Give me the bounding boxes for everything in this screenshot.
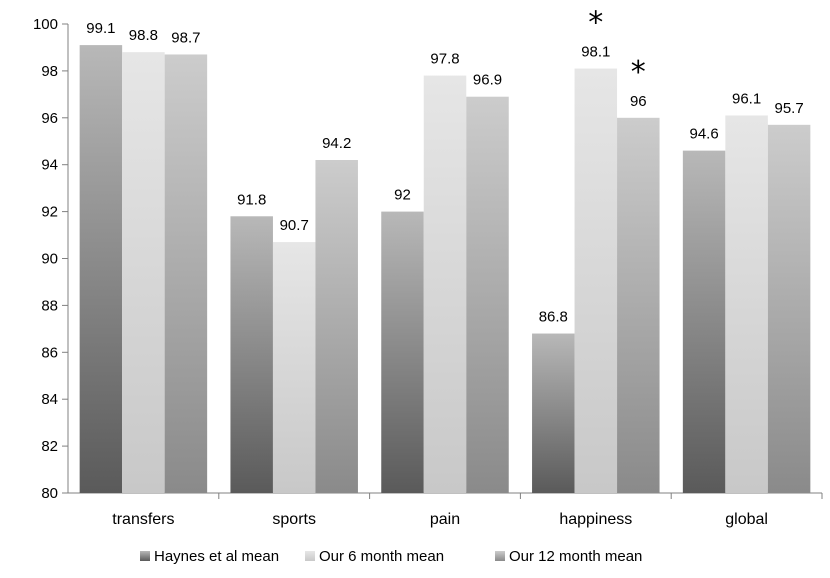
- bar: [230, 216, 273, 494]
- data-label: 96: [630, 93, 647, 110]
- x-tick-label: pain: [430, 511, 460, 528]
- legend-label: Haynes et al mean: [154, 548, 279, 565]
- data-label: 97.8: [430, 51, 459, 68]
- bar: [164, 54, 208, 494]
- bar: [122, 52, 165, 493]
- bar: [79, 45, 123, 493]
- bar: [315, 160, 358, 493]
- y-tick-label: 98: [41, 63, 58, 80]
- bar: [532, 333, 575, 493]
- bar: [725, 115, 768, 493]
- legend-swatch: [305, 551, 315, 561]
- bar: [423, 75, 467, 493]
- data-label: 94.6: [689, 126, 718, 143]
- data-label: 95.7: [774, 100, 803, 117]
- y-tick-label: 80: [41, 485, 58, 502]
- bar: [617, 117, 660, 494]
- x-tick-label: global: [725, 511, 768, 528]
- bar: [574, 68, 618, 494]
- legend-label: Our 6 month mean: [319, 548, 444, 565]
- plot-area: 80 82 84 86 88 90 92 94 96 98 100 99.1 98.8 98.7 trans…: [33, 6, 823, 528]
- y-tick-label: 84: [41, 391, 58, 408]
- data-label: 90.7: [280, 217, 309, 234]
- y-tick-label: 88: [41, 297, 58, 314]
- data-label: 98.7: [171, 29, 200, 46]
- data-label: 99.1: [86, 20, 115, 37]
- y-tick-label: 96: [41, 110, 58, 127]
- data-label: 96.1: [732, 90, 761, 107]
- data-label: 92: [394, 187, 411, 204]
- y-tick-label: 82: [41, 438, 58, 455]
- y-tick-label: 100: [33, 16, 58, 33]
- legend-swatch: [140, 551, 150, 561]
- significance-marker: *: [588, 6, 603, 41]
- bar: [767, 124, 811, 494]
- legend-swatch: [495, 551, 505, 561]
- y-tick-label: 94: [41, 157, 58, 174]
- x-tick-label: sports: [272, 511, 316, 528]
- data-label: 86.8: [539, 309, 568, 326]
- y-tick-label: 92: [41, 204, 58, 221]
- data-label: 98.1: [581, 44, 610, 61]
- significance-marker: *: [631, 55, 646, 90]
- y-tick-label: 86: [41, 344, 58, 361]
- bar: [272, 242, 316, 493]
- bar: [381, 211, 424, 493]
- x-tick-label: happiness: [559, 511, 632, 528]
- data-label: 94.2: [322, 135, 351, 152]
- bar: [682, 150, 726, 493]
- data-label: 98.8: [129, 27, 158, 44]
- legend-label: Our 12 month mean: [509, 548, 642, 565]
- bar: [466, 96, 509, 493]
- data-label: 91.8: [237, 191, 266, 208]
- y-tick-label: 90: [41, 251, 58, 268]
- x-tick-label: transfers: [112, 511, 174, 528]
- data-label: 96.9: [473, 72, 502, 89]
- legend: Haynes et al mean Our 6 month mean Our 12 …: [140, 548, 642, 565]
